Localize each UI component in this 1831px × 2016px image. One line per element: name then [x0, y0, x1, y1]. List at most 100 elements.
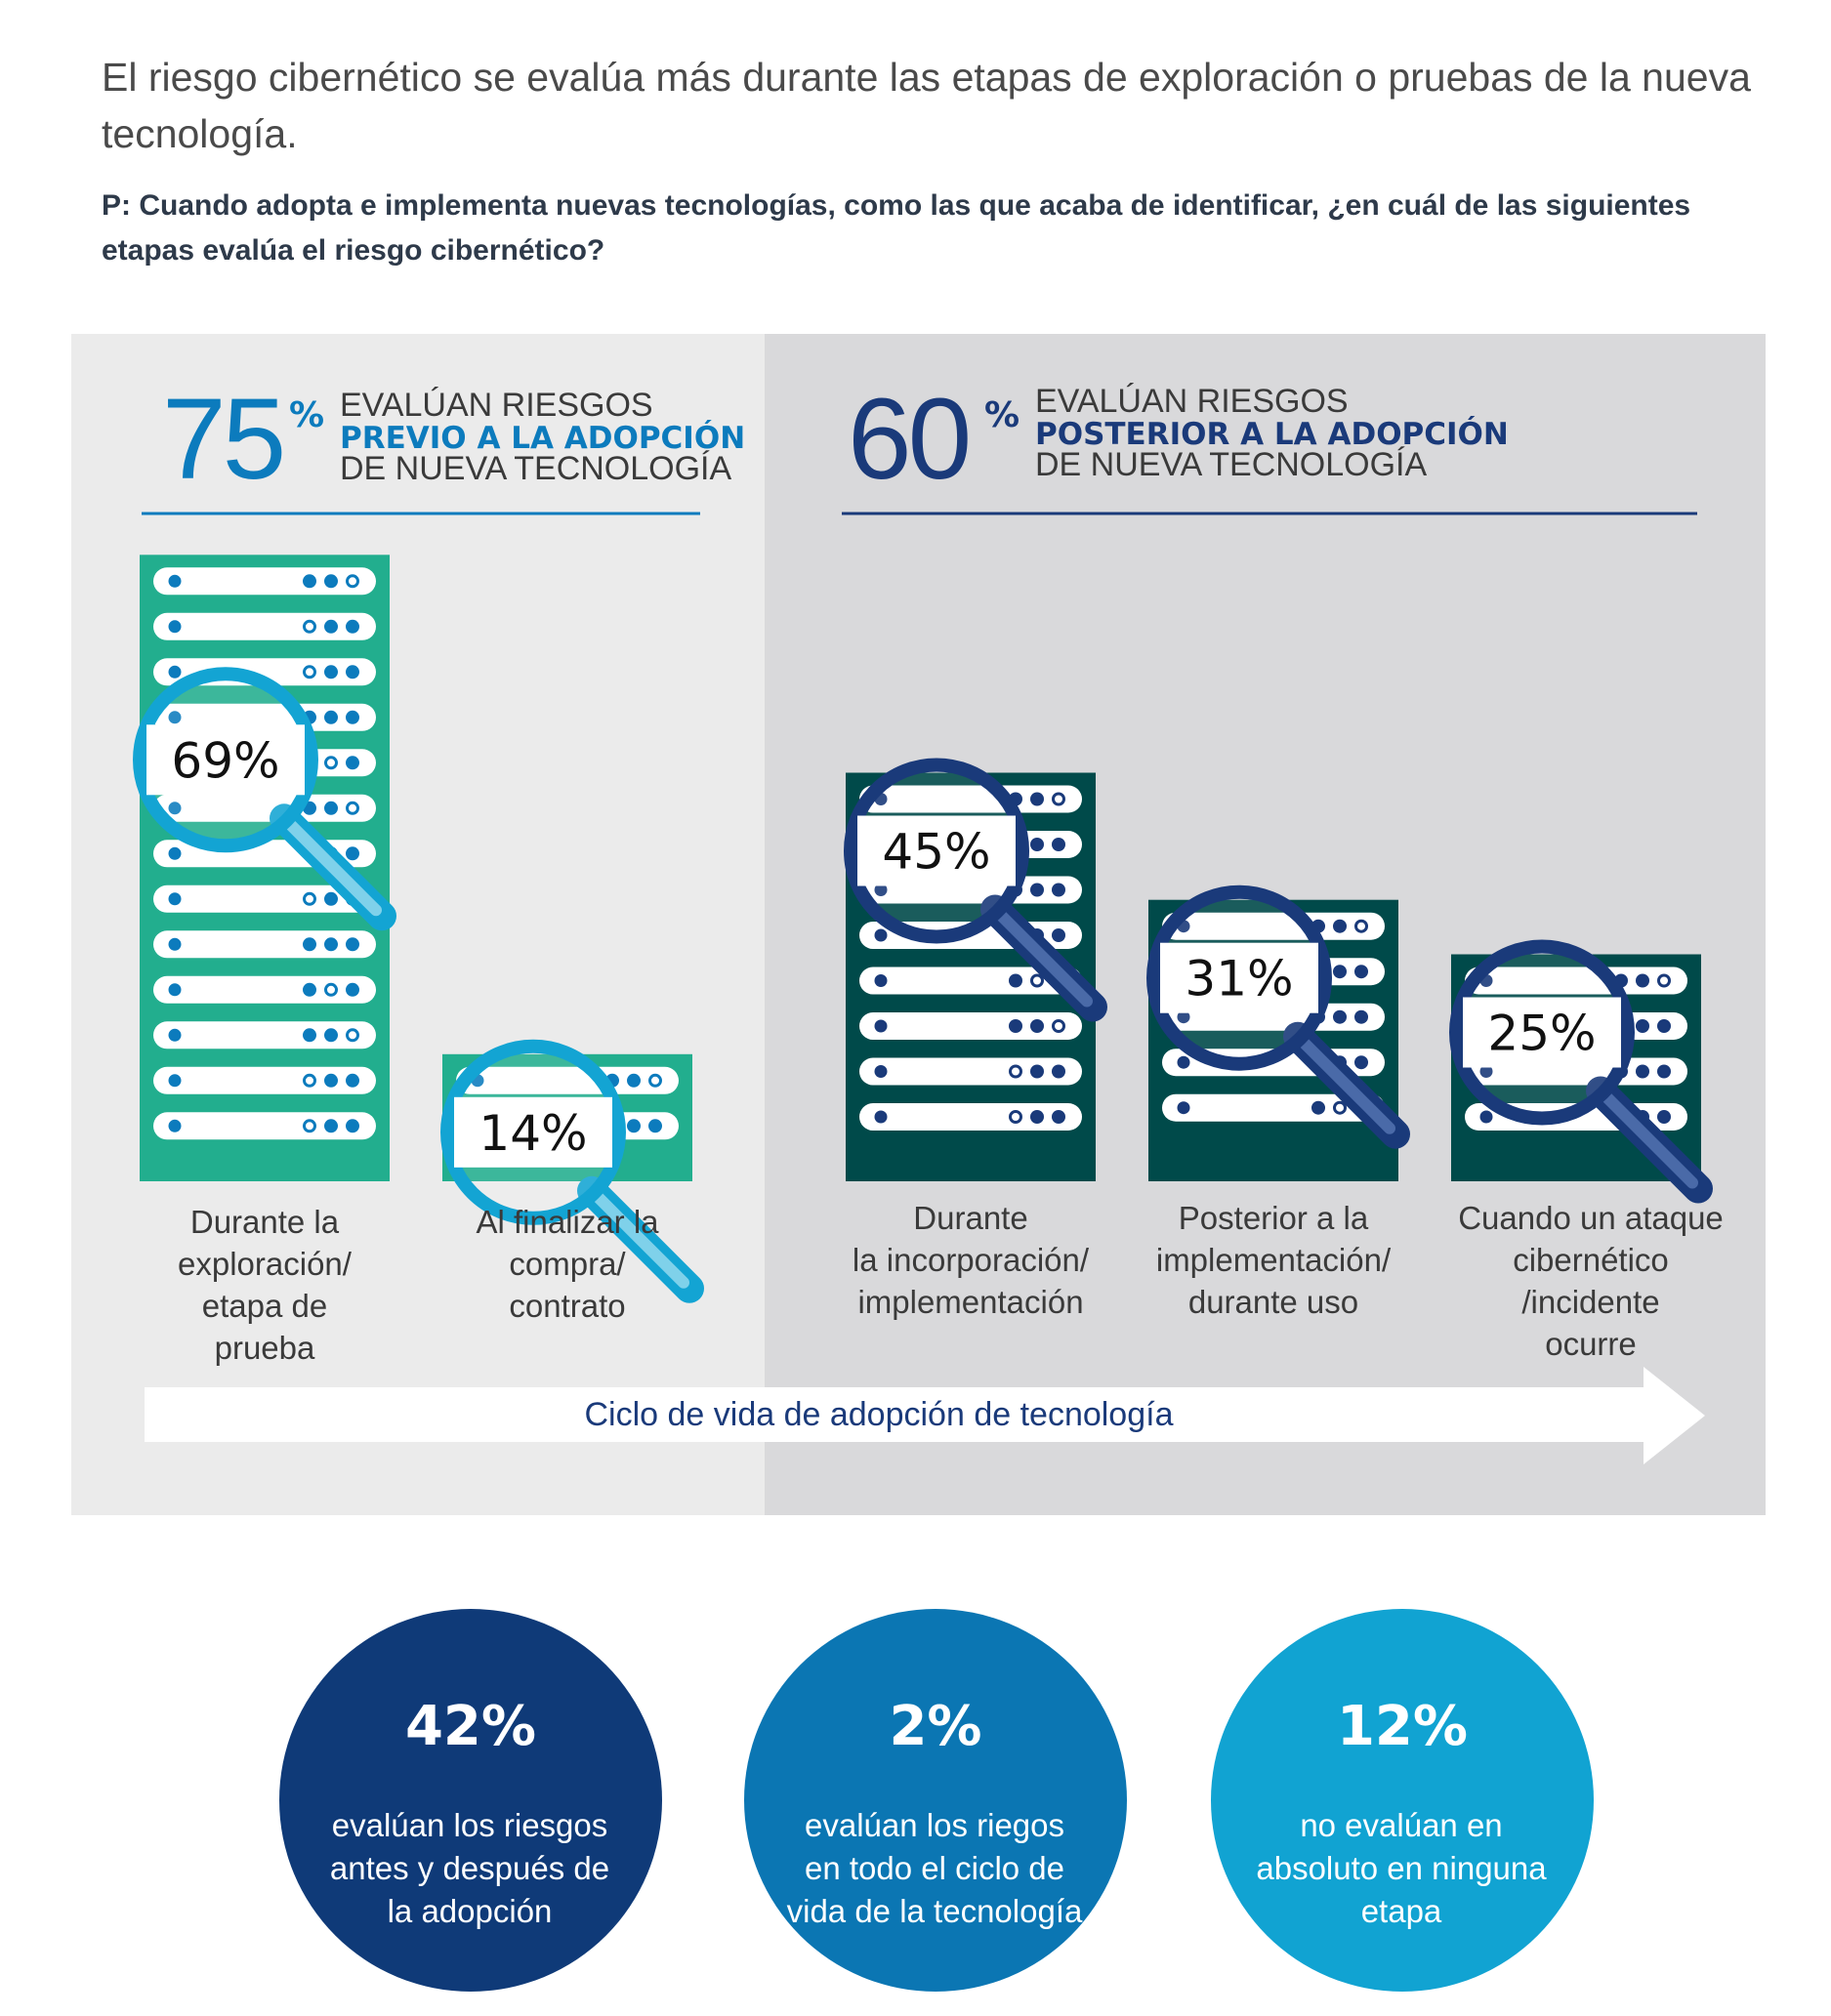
server-light-icon — [1009, 1110, 1022, 1124]
category-label: cibernético — [1513, 1242, 1669, 1278]
server-light-icon — [303, 1028, 316, 1043]
post-adoption-label-line3: DE NUEVA TECNOLOGÍA — [1035, 446, 1427, 483]
server-slot — [859, 785, 1082, 813]
server-light-icon — [346, 1119, 359, 1133]
server-slot — [859, 1057, 1082, 1086]
server-led-icon — [168, 892, 182, 906]
summary-value: 12% — [1336, 1695, 1469, 1758]
server-led-icon — [874, 1019, 888, 1033]
pre-adoption-share-unit: % — [289, 395, 324, 435]
summary-circle: 42% evalúan los riesgos antes y después d… — [279, 1609, 662, 1992]
server-slot — [153, 885, 376, 913]
server-led-icon — [1177, 1055, 1190, 1069]
server-light-icon — [346, 665, 359, 679]
server-light-icon — [324, 982, 338, 997]
server-light-icon — [1636, 973, 1649, 988]
server-light-icon — [303, 665, 316, 679]
server-light-icon — [1657, 1064, 1671, 1079]
server-led-icon — [1177, 1010, 1190, 1024]
value-label-background — [1160, 942, 1318, 1013]
server-light-icon — [346, 1028, 359, 1043]
post-adoption-label-line2: POSTERIOR A LA ADOPCIÓN — [1035, 416, 1509, 452]
category-label: /incidente — [1521, 1284, 1659, 1320]
server-light-icon — [1636, 1064, 1649, 1079]
server-light-icon — [648, 1073, 662, 1088]
server-led-icon — [874, 1065, 888, 1078]
server-led-icon — [874, 974, 888, 987]
server-light-icon — [1052, 883, 1065, 897]
server-light-icon — [324, 1073, 338, 1088]
category-label: Posterior a la — [1179, 1200, 1369, 1236]
server-light-icon — [1657, 1019, 1671, 1033]
server-light-icon — [1657, 1110, 1671, 1124]
summary-circle: 12% no evalúan en absoluto en ninguna eta… — [1211, 1609, 1594, 1992]
pre-adoption-share: 75 — [162, 375, 282, 504]
server-led-icon — [168, 802, 182, 815]
server-light-icon — [324, 710, 338, 724]
server-light-icon — [303, 937, 316, 952]
server-light-icon — [346, 619, 359, 634]
magnifier-handle-highlight — [1601, 1090, 1698, 1189]
server-slot — [153, 1112, 376, 1140]
pre-adoption-label-line1: EVALÚAN RIESGOS — [340, 387, 653, 424]
server-light-icon — [627, 1073, 641, 1088]
category-label: la incorporación/ — [853, 1242, 1090, 1278]
magnifier-handle-highlight — [284, 818, 382, 917]
headline: El riesgo cibernético se evalúa más dura… — [102, 55, 1751, 156]
server-light-icon — [1030, 792, 1044, 806]
category-label: ocurre — [1545, 1326, 1637, 1362]
value-label: 31% — [1185, 951, 1293, 1008]
server-light-icon — [346, 801, 359, 815]
server-light-icon — [1333, 919, 1347, 933]
server-light-icon — [1636, 1019, 1649, 1033]
adoption-stage-chart: 75 % EVALÚAN RIESGOS PREVIO A LA ADOPCIÓ… — [71, 334, 1766, 1515]
server-light-icon — [1009, 1019, 1022, 1033]
server-led-icon — [1177, 1101, 1190, 1115]
summary-circle: 2% evalúan los riegos en todo el ciclo de… — [744, 1609, 1127, 1992]
server-light-icon — [1333, 1009, 1347, 1024]
value-label-background — [146, 724, 305, 796]
server-light-icon — [324, 801, 338, 815]
server-bar-group: 31% Posterior a la implementación/durante … — [1146, 885, 1410, 1320]
server-slot — [153, 567, 376, 596]
summary-text: evalúan los riegos en todo el ciclo de v… — [786, 1807, 1083, 1929]
category-label: compra/ — [509, 1246, 626, 1282]
server-slot — [153, 703, 376, 731]
server-led-icon — [168, 1119, 182, 1132]
magnifier-handle-highlight — [995, 909, 1093, 1008]
server-light-icon — [1030, 1019, 1044, 1033]
server-slot — [859, 1012, 1082, 1040]
server-led-icon — [1479, 1110, 1493, 1124]
value-label: 45% — [882, 824, 990, 881]
server-light-icon — [346, 710, 359, 724]
server-bar-group: 45% Durante la incorporación/implementació… — [844, 758, 1107, 1320]
server-light-icon — [303, 619, 316, 634]
server-light-icon — [1657, 973, 1671, 988]
category-label: implementación — [857, 1284, 1083, 1320]
server-led-icon — [168, 1074, 182, 1088]
server-light-icon — [1354, 1055, 1368, 1070]
server-slot — [1465, 967, 1687, 995]
value-label: 69% — [171, 732, 279, 789]
server-light-icon — [303, 1119, 316, 1133]
value-label-background — [857, 815, 1016, 886]
server-light-icon — [1052, 838, 1065, 851]
server-led-icon — [874, 1110, 888, 1124]
summary-value: 2% — [889, 1695, 982, 1758]
server-light-icon — [1354, 1009, 1368, 1024]
server-led-icon — [1479, 1065, 1493, 1078]
post-adoption-share: 60 — [848, 375, 969, 504]
server-slot — [456, 1066, 679, 1094]
server-light-icon — [324, 619, 338, 634]
server-light-icon — [346, 937, 359, 952]
server-slot — [153, 930, 376, 959]
server-light-icon — [1052, 792, 1065, 806]
server-bar-group: 25% Cuando un ataque cibernético/incidente… — [1449, 939, 1724, 1362]
value-label: 25% — [1487, 1006, 1596, 1062]
server-light-icon — [346, 574, 359, 589]
category-label: Durante — [913, 1200, 1027, 1236]
server-led-icon — [874, 928, 888, 942]
server-light-icon — [1030, 973, 1044, 988]
category-label: implementación/ — [1156, 1242, 1392, 1278]
server-light-icon — [1052, 1110, 1065, 1124]
